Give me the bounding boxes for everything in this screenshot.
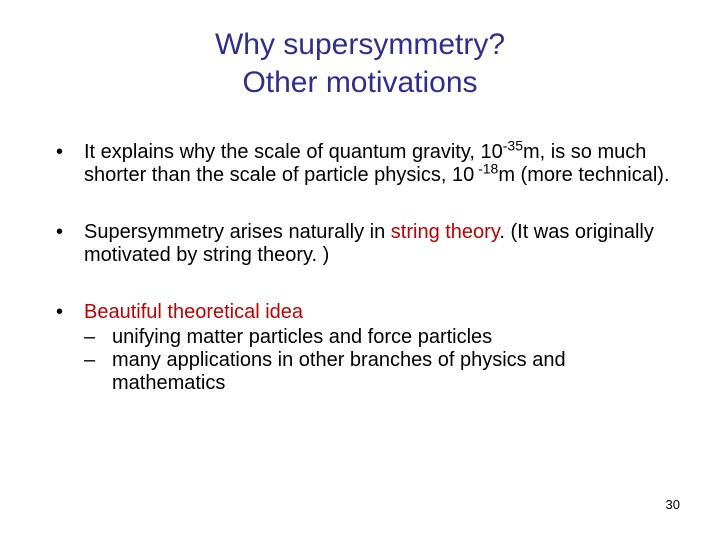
- page-number: 30: [666, 497, 680, 512]
- bullet-text: Beautiful theoretical idea: [84, 301, 670, 324]
- sub-text: many applications in other branches of p…: [112, 349, 670, 395]
- text-segment: -18: [474, 160, 498, 176]
- slide-title: Why supersymmetry? Other motivations: [50, 26, 670, 101]
- sub-item: –unifying matter particles and force par…: [50, 326, 670, 349]
- bullet-text: It explains why the scale of quantum gra…: [84, 141, 670, 187]
- bullet-marker: •: [50, 221, 84, 244]
- sub-marker: –: [84, 349, 112, 372]
- text-segment: Supersymmetry arises naturally in: [84, 221, 391, 243]
- title-line-1: Why supersymmetry?: [215, 28, 505, 61]
- bullet-marker: •: [50, 141, 84, 164]
- text-segment: It explains why the scale of quantum gra…: [84, 141, 503, 163]
- text-segment: m (more technical).: [498, 164, 669, 186]
- text-segment: Beautiful theoretical idea: [84, 301, 303, 323]
- sub-text: unifying matter particles and force part…: [112, 326, 670, 349]
- bullet-list: •It explains why the scale of quantum gr…: [50, 141, 670, 395]
- bullet-item: •Beautiful theoretical idea –unifying mat…: [50, 301, 670, 395]
- bullet-text: Supersymmetry arises naturally in string…: [84, 221, 670, 267]
- text-segment: -35: [503, 137, 523, 153]
- text-segment: many applications in other branches of p…: [112, 349, 566, 394]
- bullet-item: •It explains why the scale of quantum gr…: [50, 141, 670, 187]
- bullet-item: •Supersymmetry arises naturally in strin…: [50, 221, 670, 267]
- sub-marker: –: [84, 326, 112, 349]
- title-line-2: Other motivations: [242, 66, 477, 99]
- text-segment: string theory: [391, 221, 500, 243]
- bullet-marker: •: [50, 301, 84, 324]
- sub-item: –many applications in other branches of …: [50, 349, 670, 395]
- text-segment: unifying matter particles and force part…: [112, 326, 492, 348]
- sub-list: –unifying matter particles and force par…: [50, 326, 670, 395]
